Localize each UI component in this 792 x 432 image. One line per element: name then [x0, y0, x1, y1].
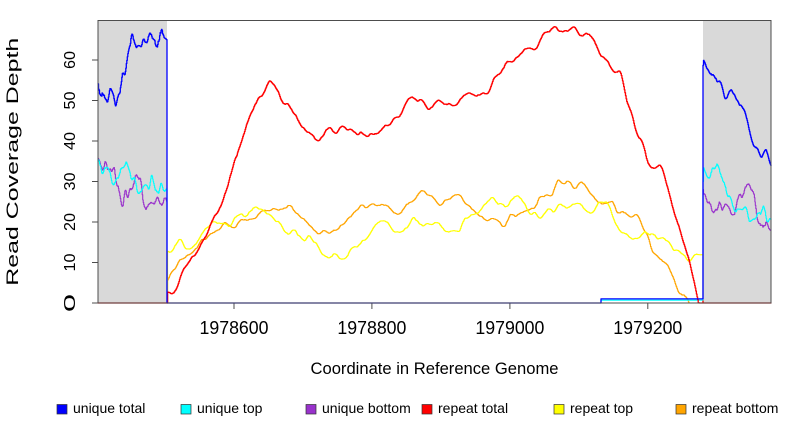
svg-text:Read Coverage Depth: Read Coverage Depth: [3, 38, 22, 286]
svg-text:10: 10: [62, 253, 79, 271]
svg-text:1979000: 1979000: [475, 317, 544, 338]
svg-text:1978600: 1978600: [200, 317, 269, 338]
svg-text:40: 40: [62, 132, 79, 150]
svg-text:unique top: unique top: [197, 400, 263, 416]
svg-text:60: 60: [62, 51, 79, 69]
svg-text:30: 30: [62, 172, 79, 190]
svg-text:Coordinate in Reference Genome: Coordinate in Reference Genome: [311, 359, 559, 378]
svg-text:unique bottom: unique bottom: [322, 400, 411, 416]
svg-text:repeat total: repeat total: [438, 400, 508, 416]
svg-text:unique total: unique total: [73, 400, 145, 416]
svg-text:50: 50: [62, 91, 79, 109]
svg-text:repeat bottom: repeat bottom: [692, 400, 778, 416]
svg-text:20: 20: [62, 213, 79, 231]
svg-text:repeat top: repeat top: [570, 400, 633, 416]
svg-text:0: 0: [62, 294, 79, 312]
svg-text:1979200: 1979200: [613, 317, 682, 338]
svg-text:1978800: 1978800: [337, 317, 406, 338]
